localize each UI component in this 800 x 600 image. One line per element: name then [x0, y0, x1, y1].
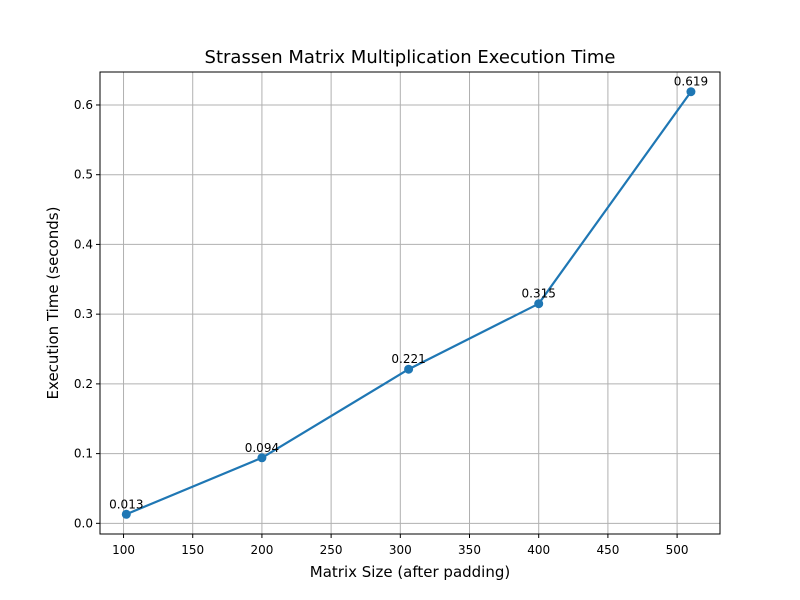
y-tick-label: 0.4 — [74, 237, 93, 251]
x-ticks: 100 150 200 250 300 350 400 450 500 — [112, 534, 689, 557]
data-label: 0.094 — [245, 441, 279, 455]
y-tick-label: 0.2 — [74, 377, 93, 391]
x-tick-label: 250 — [320, 543, 343, 557]
data-label: 0.315 — [522, 287, 556, 301]
data-point — [404, 364, 414, 374]
grid-lines — [100, 72, 720, 534]
x-tick-label: 400 — [527, 543, 550, 557]
x-axis-label: Matrix Size (after padding) — [310, 563, 510, 581]
x-tick-label: 200 — [250, 543, 273, 557]
y-axis-label: Execution Time (seconds) — [44, 207, 62, 400]
x-tick-label: 300 — [389, 543, 412, 557]
data-point — [257, 453, 267, 463]
data-label: 0.619 — [674, 75, 708, 89]
chart-title: Strassen Matrix Multiplication Execution… — [205, 47, 616, 68]
data-points — [121, 87, 696, 519]
x-tick-label: 350 — [458, 543, 481, 557]
x-tick-label: 100 — [112, 543, 135, 557]
data-point — [534, 299, 544, 309]
y-tick-label: 0.0 — [74, 516, 93, 530]
x-tick-label: 150 — [181, 543, 204, 557]
x-tick-label: 500 — [666, 543, 689, 557]
data-point — [686, 87, 696, 97]
plot-area-frame — [99, 71, 721, 535]
y-tick-label: 0.1 — [74, 447, 93, 461]
x-tick-label: 450 — [596, 543, 619, 557]
data-label: 0.013 — [109, 497, 143, 511]
y-tick-label: 0.5 — [74, 168, 93, 182]
data-labels: 0.013 0.094 0.221 0.315 0.619 — [109, 75, 708, 512]
y-tick-label: 0.3 — [74, 307, 93, 321]
data-label: 0.221 — [391, 352, 425, 366]
data-point — [121, 509, 131, 519]
y-tick-label: 0.6 — [74, 98, 93, 112]
y-ticks: 0.0 0.1 0.2 0.3 0.4 0.5 0.6 — [74, 98, 100, 530]
